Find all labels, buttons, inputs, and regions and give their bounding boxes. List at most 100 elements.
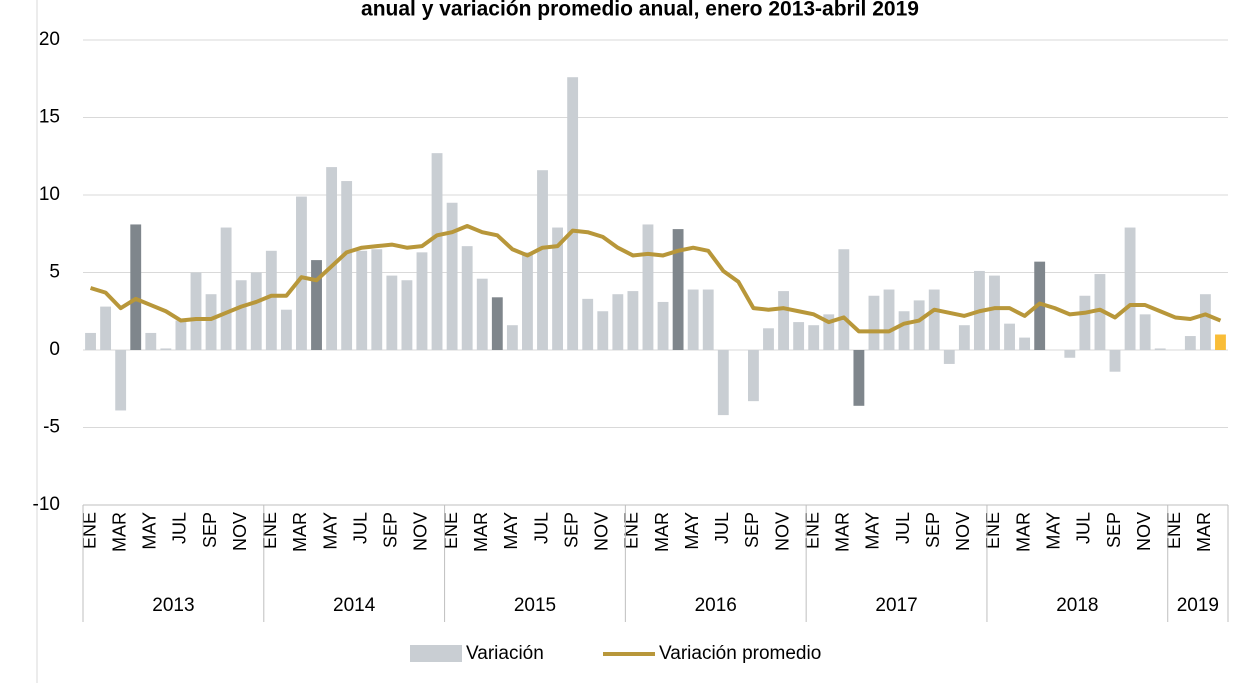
bar [567, 77, 579, 350]
x-tick-label: NOV [592, 512, 612, 551]
y-tick-label: -10 [33, 494, 60, 515]
x-tick-label: MAY [682, 512, 702, 550]
bar [687, 289, 699, 350]
bar [160, 348, 172, 350]
bar [476, 278, 488, 350]
bar [582, 298, 594, 350]
bar [130, 224, 142, 350]
bar [1109, 350, 1121, 372]
x-tick-label: NOV [411, 512, 431, 551]
x-tick-label: NOV [230, 512, 250, 551]
bar [642, 224, 654, 350]
bar [416, 252, 428, 350]
bar [1215, 334, 1226, 350]
bar [1094, 274, 1106, 350]
bar [958, 325, 970, 350]
bar [356, 250, 368, 350]
x-tick-label: JUL [893, 512, 913, 544]
bar [1079, 295, 1091, 350]
group-label: 2017 [875, 595, 917, 616]
bar [1019, 337, 1031, 350]
bar [898, 311, 910, 350]
bar [552, 227, 563, 350]
bar [1139, 314, 1151, 350]
group-label: 2013 [152, 595, 194, 616]
y-tick-label: 5 [49, 262, 60, 283]
x-tick-label: ENE [1164, 512, 1184, 549]
y-tick-label: 20 [39, 29, 60, 50]
x-tick-label: NOV [772, 512, 792, 551]
bar [205, 294, 217, 350]
bar [506, 325, 518, 350]
bar [1004, 323, 1015, 350]
x-tick-label: JUL [712, 512, 732, 544]
x-tick-label: JUL [350, 512, 370, 544]
x-tick-label: MAR [290, 512, 310, 552]
x-tick-label: NOV [1134, 512, 1154, 551]
bar [190, 272, 202, 350]
bar [100, 306, 112, 350]
bar [446, 202, 458, 350]
bar [943, 350, 955, 364]
bar [838, 249, 850, 350]
group-label: 2015 [514, 595, 556, 616]
legend-swatch [410, 645, 462, 662]
bar [371, 249, 383, 350]
bar [748, 350, 759, 402]
bar [657, 301, 669, 350]
x-tick-label: MAR [833, 512, 853, 552]
x-tick-label: SEP [200, 512, 220, 548]
bar [763, 328, 774, 350]
x-tick-label: MAR [471, 512, 491, 552]
bar [928, 289, 940, 350]
bar [808, 325, 820, 350]
bar [461, 246, 473, 350]
bar [989, 275, 1000, 350]
x-tick-label: MAR [652, 512, 672, 552]
bar [235, 280, 247, 350]
bar [1184, 336, 1196, 350]
x-tick-label: JUL [1074, 512, 1094, 544]
x-tick-label: NOV [953, 512, 973, 551]
bar [627, 291, 639, 350]
bar [672, 229, 684, 350]
x-tick-label: SEP [561, 512, 581, 548]
y-tick-label: 10 [39, 184, 60, 205]
bar [115, 350, 127, 411]
bar [1124, 227, 1136, 350]
x-tick-label: MAR [1194, 512, 1214, 552]
x-tick-label: MAY [320, 512, 340, 550]
bar [702, 289, 714, 350]
bar [522, 252, 533, 350]
bar [341, 181, 353, 350]
x-tick-label: MAR [1013, 512, 1033, 552]
bar [401, 280, 413, 350]
chart-title: anual y variación promedio anual, enero … [361, 0, 919, 21]
bar [793, 322, 805, 350]
bar [597, 311, 609, 350]
group-label: 2016 [695, 595, 737, 616]
x-tick-label: JUL [531, 512, 551, 544]
x-tick-label: SEP [381, 512, 401, 548]
legend-label: Variación [466, 643, 544, 664]
bar [612, 294, 624, 350]
x-tick-label: ENE [79, 512, 99, 549]
bar [296, 196, 307, 350]
bar [431, 153, 443, 350]
bar [913, 300, 925, 350]
bar [280, 309, 292, 350]
x-tick-label: MAR [109, 512, 129, 552]
bar [145, 332, 157, 350]
bar [265, 250, 277, 350]
legend-label: Variación promedio [659, 643, 821, 664]
x-tick-label: SEP [923, 512, 943, 548]
group-label: 2019 [1177, 595, 1219, 616]
bar [883, 289, 895, 350]
group-label: 2014 [333, 595, 376, 616]
bar [85, 332, 96, 350]
bar [386, 275, 398, 350]
x-tick-label: ENE [441, 512, 461, 549]
x-tick-label: MAY [501, 512, 521, 550]
x-tick-label: ENE [622, 512, 642, 549]
